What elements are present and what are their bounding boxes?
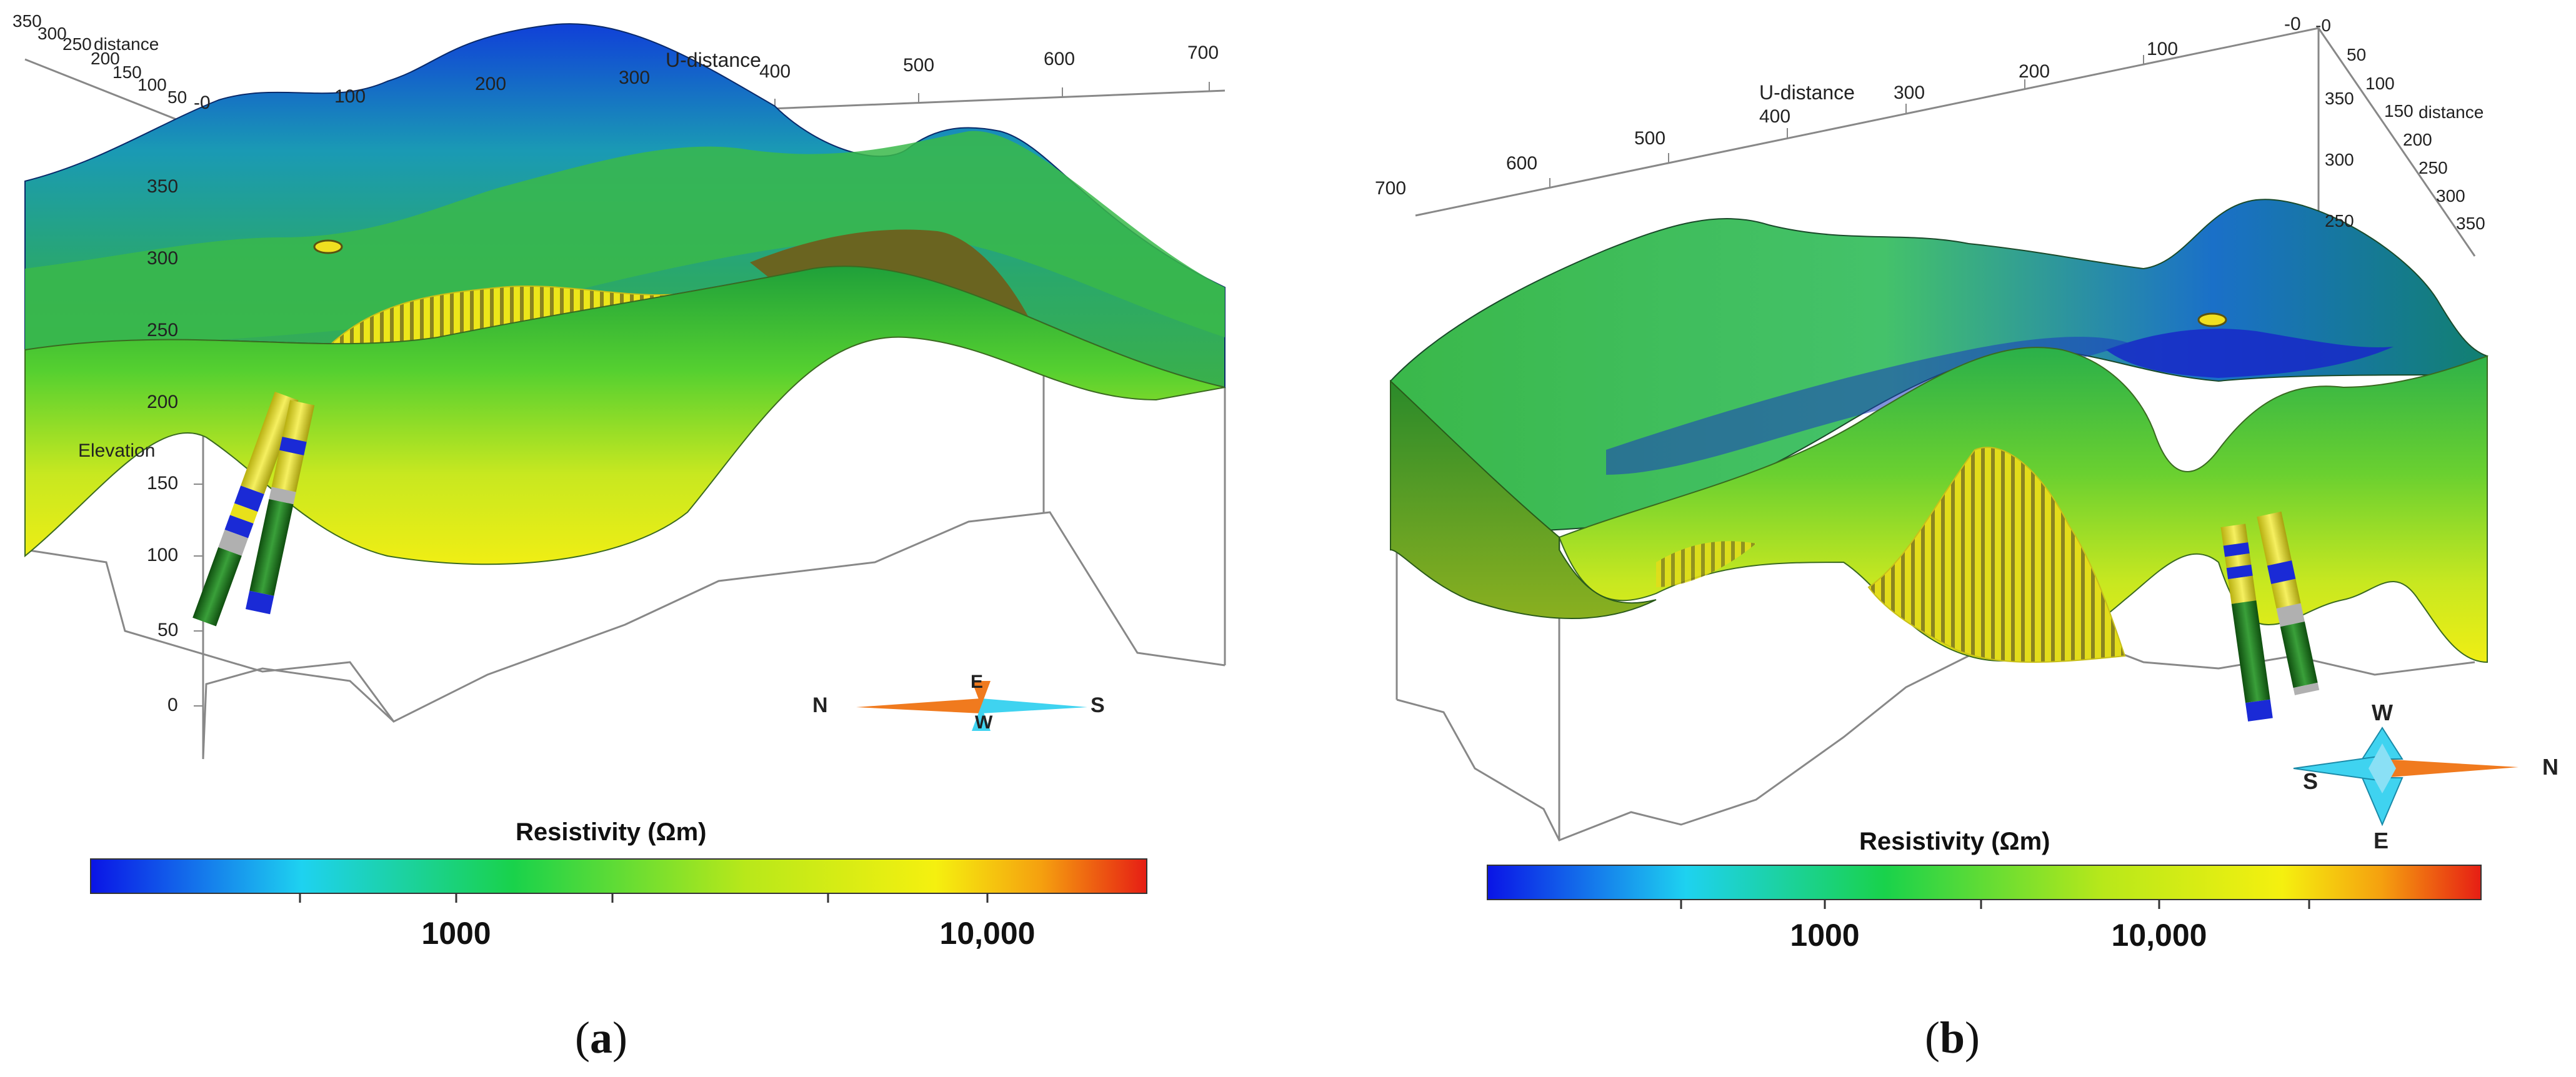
compass-e-b: E	[2374, 828, 2389, 853]
u-tick-100-b: 100	[2147, 39, 2179, 59]
v-tick-350-a: 350	[12, 11, 42, 31]
z-tick-350-b: 350	[2325, 89, 2354, 108]
u-tick-500-b: 500	[1634, 128, 1666, 149]
v-axis-label-a: distance	[94, 34, 159, 54]
v-tick-200-a: 200	[91, 49, 120, 68]
v-tick-50-a: 50	[167, 87, 187, 107]
u-axis-ticks-b	[1549, 55, 2144, 187]
u-tick-600-a: 600	[1044, 49, 1076, 69]
colorbar-tick-10000-a: 10,000	[939, 916, 1036, 951]
colorbar-tick-1000-b: 1000	[1790, 918, 1860, 953]
z-tick-200-a: 200	[147, 392, 179, 412]
u-axis-label-a: U-distance	[666, 49, 761, 71]
u-tick-200-b: 200	[2019, 61, 2050, 82]
high-resistivity-voxels-left-b	[1656, 541, 1756, 587]
v-tick-300-b: 300	[2436, 186, 2465, 206]
colorbar-title-b: Resistivity (Ωm)	[1859, 828, 2050, 855]
u-tick-300-a: 300	[619, 67, 651, 88]
compass-w-b: W	[2372, 700, 2393, 725]
high-resistivity-voxels-b	[1867, 447, 2126, 663]
borehole-2-a	[245, 400, 315, 615]
resistivity-surface-fold-a	[25, 131, 1225, 350]
subfigure-label-a: (a)	[575, 1013, 627, 1063]
z-tick-0-a: 0	[167, 695, 178, 715]
resistivity-model-a	[24, 23, 1226, 903]
z-axis-label-a: Elevation	[78, 440, 156, 461]
compass-rose-a	[856, 681, 1087, 731]
u-tick-300-b: 300	[1894, 82, 1925, 103]
u-tick-400-a: 400	[759, 61, 791, 82]
v-tick-100-a: 100	[137, 75, 167, 94]
v-tick-200-b: 200	[2403, 130, 2432, 149]
z-tick-350-a: 350	[147, 176, 179, 197]
subfigure-label-b: (b)	[1925, 1013, 1980, 1063]
v-tick-150-b: 150	[2384, 101, 2414, 121]
v-tick-50-b: 50	[2347, 45, 2367, 64]
borehole-2-b	[2257, 511, 2320, 695]
panel-b: U-distance 700 600 500 400 300 200 100 -…	[1281, 0, 2576, 1077]
u-tick-400-b: 400	[1759, 106, 1791, 127]
u-tick-500-a: 500	[903, 55, 935, 76]
colorbar-a	[90, 858, 1147, 903]
colorbar-b	[1487, 865, 2482, 909]
u-tick-600-b: 600	[1506, 153, 1538, 174]
borehole-1-a	[192, 392, 299, 627]
colorbar-title-a: Resistivity (Ωm)	[516, 818, 707, 846]
v-tick-0-b: -0	[2315, 16, 2331, 35]
z-tick-100-a: 100	[147, 545, 179, 565]
compass-s-a: S	[1091, 693, 1105, 717]
z-tick-50-a: 50	[157, 620, 179, 640]
z-tick-150-a: 150	[147, 473, 179, 494]
u-tick-0-b: -0	[2284, 14, 2301, 34]
v-tick-250-a: 250	[62, 34, 92, 54]
compass-rose-b	[2293, 727, 2519, 826]
v-tick-300-a: 300	[37, 24, 67, 43]
u-tick-200-a: 200	[475, 74, 507, 94]
z-tick-250-a: 250	[147, 320, 179, 340]
resistivity-model-b	[1390, 27, 2519, 909]
panel-a: U-distance -0 100 200 300 400 500 600 70…	[0, 0, 1269, 1077]
u-tick-100-a: 100	[334, 86, 366, 107]
v-axis-label-b: distance	[2419, 102, 2484, 122]
u-tick-0-a: -0	[194, 92, 211, 113]
v-tick-250-b: 250	[2419, 158, 2448, 177]
compass-w-a: W	[975, 712, 993, 733]
u-tick-700-a: 700	[1187, 42, 1219, 63]
low-resistivity-trough-b	[2106, 329, 2394, 378]
v-tick-150-a: 150	[112, 62, 142, 82]
z-tick-250-b: 250	[2325, 211, 2354, 231]
compass-s-b: S	[2303, 768, 2319, 794]
surface-marker-b	[2197, 312, 2227, 327]
compass-n-b: N	[2542, 754, 2559, 780]
borehole-1-b	[2220, 524, 2273, 722]
z-tick-300-a: 300	[147, 248, 179, 269]
v-tick-350-b: 350	[2456, 214, 2485, 233]
surface-marker-a	[313, 239, 343, 254]
v-tick-100-b: 100	[2365, 74, 2395, 93]
resistivity-side-wall-b	[1390, 379, 1657, 619]
z-tick-300-b: 300	[2325, 150, 2354, 169]
compass-e-a: E	[971, 672, 984, 692]
colorbar-tick-1000-a: 1000	[421, 916, 491, 951]
compass-n-a: N	[812, 693, 828, 717]
colorbar-tick-10000-b: 10,000	[2111, 918, 2207, 953]
u-axis-label-b: U-distance	[1759, 81, 1855, 104]
u-tick-700-b: 700	[1375, 178, 1407, 199]
